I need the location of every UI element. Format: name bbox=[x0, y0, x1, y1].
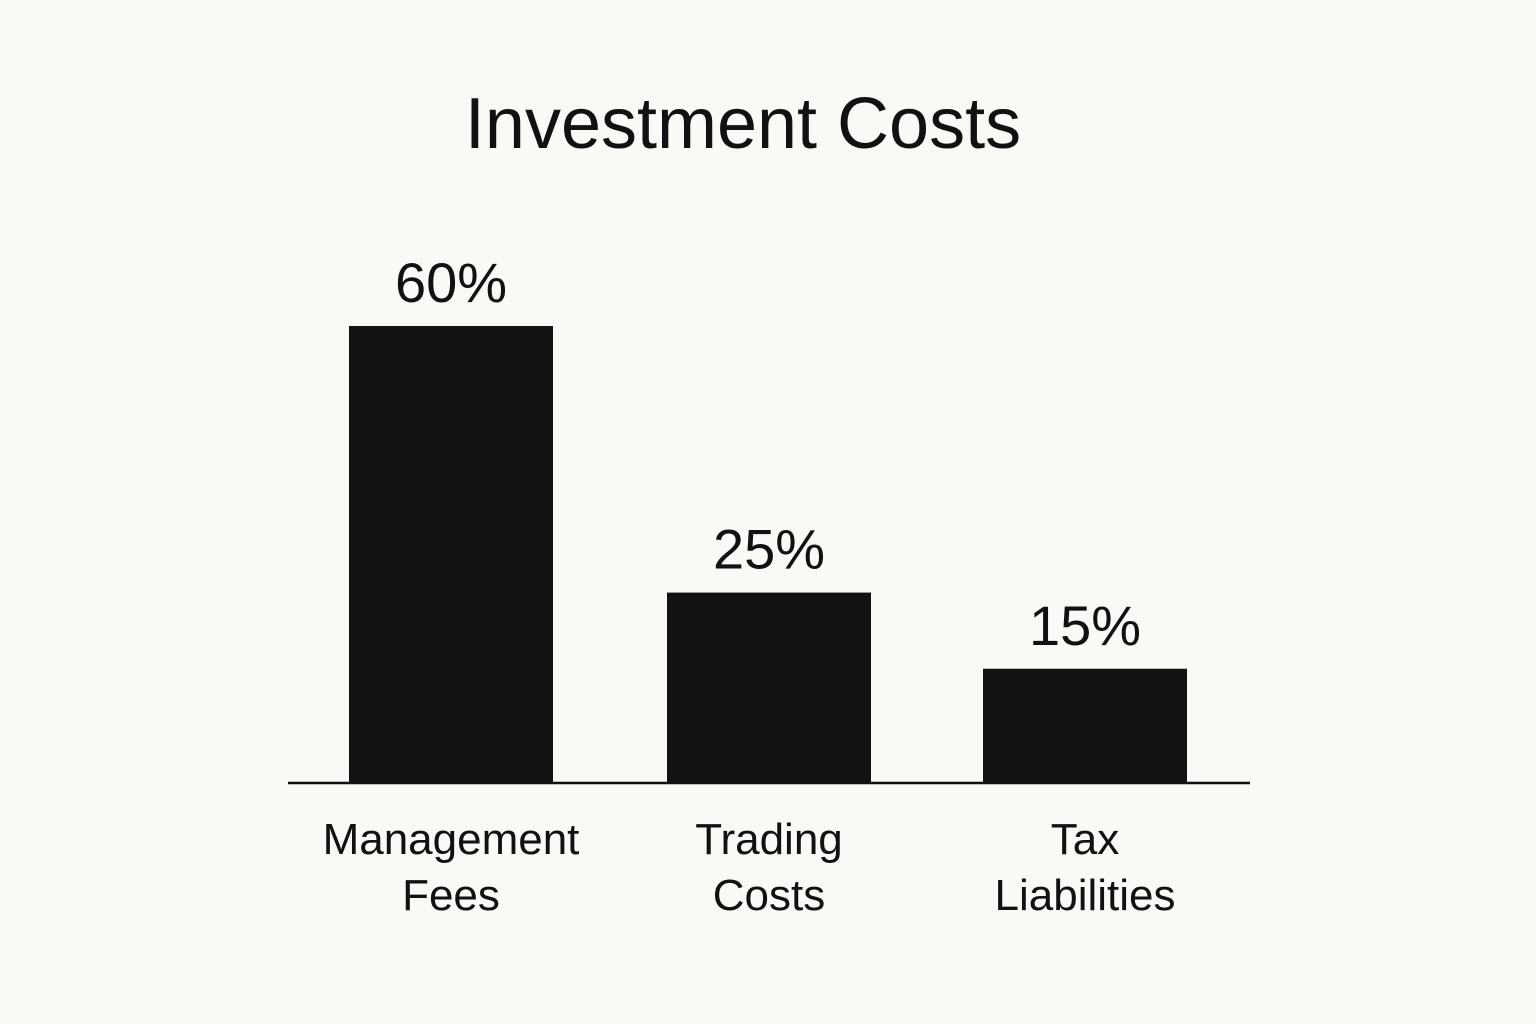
category-label-1-line-1: Costs bbox=[713, 871, 825, 920]
category-label-1-line-0: Trading bbox=[695, 815, 843, 864]
value-label-1: 25% bbox=[713, 518, 825, 581]
category-labels-group: Management Fees Trading Costs Tax Liabilities bbox=[323, 815, 1176, 920]
bars-group bbox=[349, 326, 1187, 783]
value-label-0: 60% bbox=[395, 251, 507, 314]
chart-title: Investment Costs bbox=[465, 84, 1021, 164]
bar-2 bbox=[983, 668, 1187, 783]
category-label-0-line-1: Fees bbox=[402, 871, 500, 920]
value-labels-group: 60% 25% 15% bbox=[395, 251, 1141, 657]
category-label-2-line-1: Liabilities bbox=[995, 871, 1176, 920]
bar-1 bbox=[667, 592, 871, 783]
bar-0 bbox=[349, 326, 553, 783]
category-label-0-line-0: Management bbox=[323, 815, 580, 864]
category-label-2-line-0: Tax bbox=[1051, 815, 1119, 864]
value-label-2: 15% bbox=[1029, 594, 1141, 657]
